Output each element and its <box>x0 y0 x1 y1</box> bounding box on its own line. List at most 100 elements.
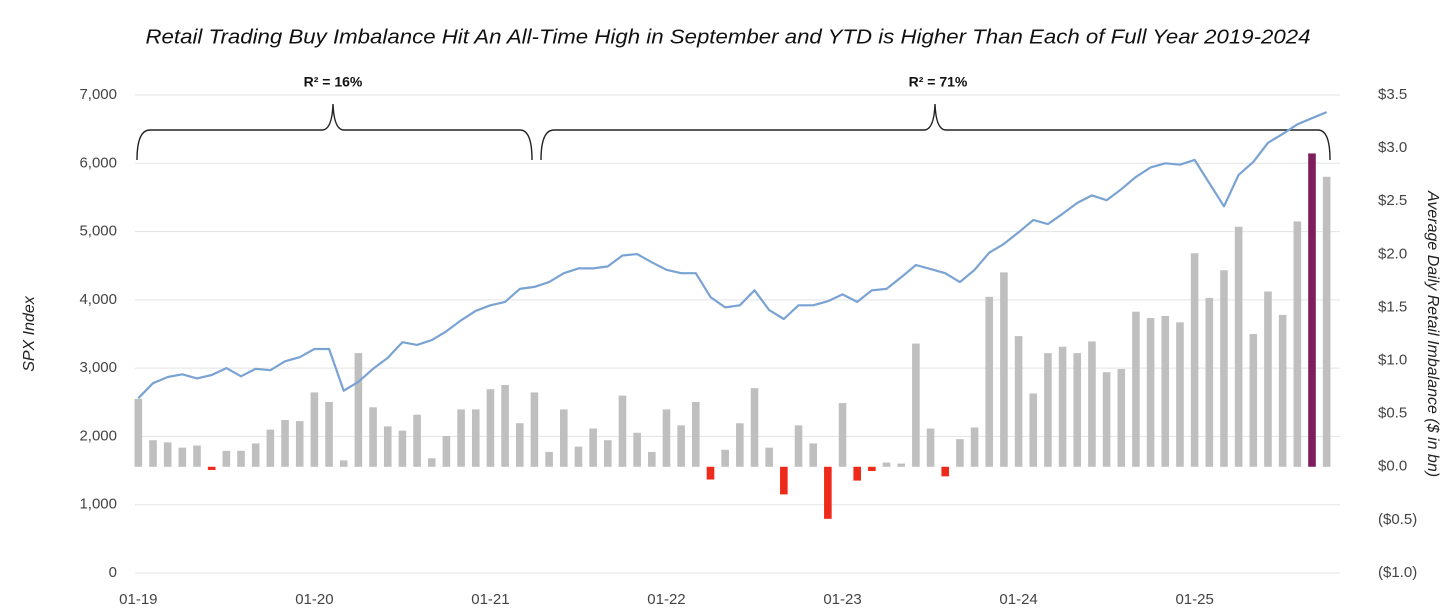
bar <box>853 466 862 481</box>
bar <box>134 398 143 467</box>
bar <box>1073 353 1082 467</box>
bar <box>736 423 744 467</box>
bar <box>1278 314 1287 467</box>
bar <box>897 463 906 467</box>
y2-tick-label: $2.0 <box>1378 245 1407 262</box>
bar <box>970 427 979 467</box>
bar <box>427 458 436 467</box>
bar <box>1029 393 1038 467</box>
x-tick-label: 01-21 <box>471 591 509 608</box>
bar <box>721 449 729 467</box>
bar <box>1014 336 1023 467</box>
bar <box>824 466 832 519</box>
bar <box>457 409 465 467</box>
y2-tick-label: $0.0 <box>1378 458 1407 475</box>
chart-title: Retail Trading Buy Imbalance Hit An All-… <box>146 26 1311 48</box>
bar <box>574 446 583 467</box>
y-tick-label: 4,000 <box>79 291 117 308</box>
bar <box>383 426 392 467</box>
bar <box>838 403 847 467</box>
y2-tick-label: $1.5 <box>1378 298 1407 315</box>
bar <box>956 439 964 467</box>
y-tick-label: 5,000 <box>79 223 117 240</box>
y-tick-label: 7,000 <box>79 86 117 103</box>
y2-tick-label: $1.0 <box>1378 352 1407 369</box>
y-tick-label: 6,000 <box>79 154 117 171</box>
bar <box>1264 291 1272 467</box>
bar <box>1058 346 1067 467</box>
y2-tick-label: $2.5 <box>1378 192 1407 209</box>
bar <box>1161 315 1170 467</box>
y2-tick-label: ($1.0) <box>1378 564 1417 581</box>
y2-axis-title: Average Daily Retail Imbalance ($ in bn) <box>1424 190 1441 477</box>
bar <box>1088 341 1096 467</box>
bar <box>310 392 319 467</box>
bar <box>1322 176 1331 467</box>
bar <box>237 450 245 467</box>
bar <box>222 450 231 467</box>
bar <box>413 414 421 467</box>
bar <box>1293 221 1302 467</box>
bar <box>325 401 333 467</box>
x-tick-label: 01-20 <box>295 591 333 608</box>
bar <box>780 466 788 495</box>
bar <box>207 466 216 470</box>
bar <box>266 429 275 467</box>
x-tick-label: 01-23 <box>823 591 861 608</box>
bar <box>1308 153 1316 467</box>
bar <box>648 451 656 467</box>
bar <box>912 343 920 467</box>
bar <box>251 443 260 467</box>
bar <box>809 443 817 467</box>
bar <box>193 445 201 467</box>
bar <box>545 451 553 467</box>
y-tick-label: 3,000 <box>79 359 117 376</box>
bar <box>1176 322 1184 467</box>
bar <box>149 440 157 467</box>
bar <box>295 421 304 467</box>
bar <box>501 384 509 467</box>
y-axis-title: SPX Index <box>21 295 38 372</box>
bar <box>1132 311 1140 467</box>
bar <box>941 466 950 477</box>
annotation: R² = 16% <box>304 74 363 90</box>
bar <box>926 428 935 467</box>
bar <box>1044 353 1052 467</box>
bar <box>515 423 524 467</box>
bar <box>1000 272 1008 467</box>
x-tick-label: 01-22 <box>647 591 685 608</box>
bar <box>398 430 407 467</box>
bar <box>677 425 685 467</box>
y-tick-label: 1,000 <box>79 496 117 513</box>
x-tick-label: 01-19 <box>119 591 157 608</box>
bar <box>354 353 363 467</box>
y2-tick-label: $3.5 <box>1378 86 1407 103</box>
x-tick-label: 01-24 <box>999 591 1037 608</box>
y-tick-label: 2,000 <box>79 427 117 444</box>
line <box>137 111 1328 399</box>
bar <box>633 432 641 467</box>
bar <box>1146 318 1155 467</box>
bar <box>442 435 451 467</box>
bar <box>1205 297 1214 467</box>
y2-tick-label: $0.5 <box>1378 405 1407 422</box>
bar <box>1102 372 1111 467</box>
bar <box>868 466 876 472</box>
bar <box>882 462 891 467</box>
bar <box>1117 369 1126 467</box>
bar <box>178 447 187 467</box>
bar <box>692 401 700 467</box>
y2-tick-label: ($0.5) <box>1378 511 1417 528</box>
bar <box>985 296 994 467</box>
bar <box>765 447 773 467</box>
bar <box>603 440 612 467</box>
bar <box>794 425 803 467</box>
bar <box>662 409 671 467</box>
x-tick-label: 01-25 <box>1175 591 1213 608</box>
bar <box>339 460 348 467</box>
bar <box>618 395 627 467</box>
bar <box>369 407 377 467</box>
bar <box>1249 334 1258 467</box>
bar <box>471 409 480 467</box>
